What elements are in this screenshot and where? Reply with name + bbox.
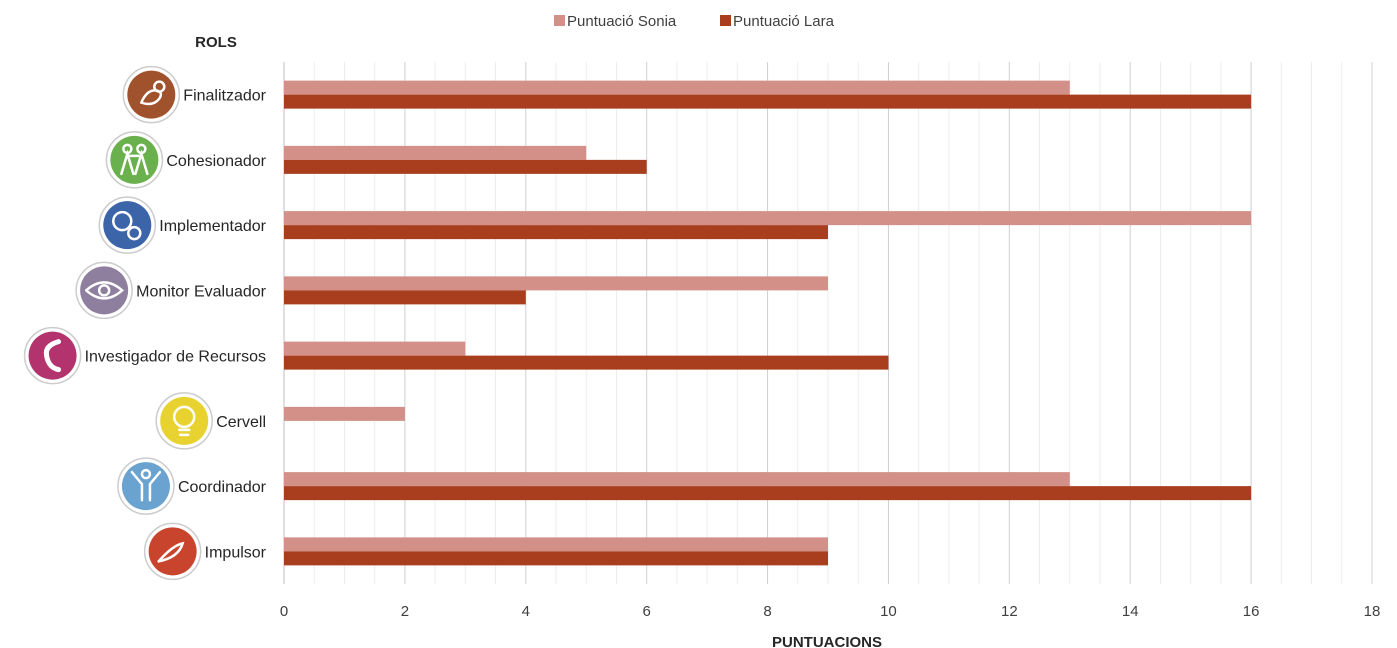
category-icons <box>23 65 213 581</box>
x-tick-label: 8 <box>763 603 771 620</box>
bar-lara <box>284 290 526 305</box>
y-axis-title: ROLS <box>195 34 237 51</box>
category-label: Finalitzador <box>183 88 266 105</box>
gears-icon <box>98 196 157 254</box>
x-tick-label: 6 <box>642 603 650 620</box>
bar-lara <box>284 225 828 240</box>
bar-sonia <box>284 341 466 356</box>
bar-sonia <box>284 276 828 291</box>
x-tick-labels: 0 2 4 6 8 10 12 14 16 18 <box>280 603 1381 620</box>
bar-lara <box>284 94 1252 109</box>
bar-lara <box>284 551 828 566</box>
finisher-hand-icon <box>122 65 181 124</box>
bar-lara <box>284 486 1252 501</box>
bar-sonia <box>284 145 587 160</box>
phone-icon <box>23 326 82 385</box>
grid-lines <box>283 62 1373 584</box>
category-label: Cohesionador <box>166 153 266 170</box>
legend-label: Puntuació Lara <box>733 13 835 30</box>
bar-sonia <box>284 472 1070 487</box>
eye-icon <box>75 261 133 320</box>
x-tick-label: 10 <box>880 603 897 620</box>
legend: Puntuació Sonia Puntuació Lara <box>554 13 835 30</box>
team-people-icon <box>105 131 164 189</box>
category-label: Coordinador <box>178 479 267 496</box>
legend-label: Puntuació Sonia <box>567 13 677 30</box>
category-label: Implementador <box>159 218 266 235</box>
whip-icon <box>143 522 202 581</box>
legend-swatch <box>720 15 731 26</box>
x-tick-label: 14 <box>1122 603 1139 620</box>
category-label: Monitor Evaluador <box>136 283 267 300</box>
category-label: Impulsor <box>205 544 267 561</box>
x-tick-label: 0 <box>280 603 288 620</box>
bar-sonia <box>284 537 828 552</box>
bar-sonia <box>284 80 1070 95</box>
person-arms-up-icon <box>117 457 175 515</box>
bars-group <box>284 80 1252 566</box>
x-tick-label: 16 <box>1243 603 1260 620</box>
lightbulb-icon <box>155 392 213 450</box>
legend-swatch <box>554 15 565 26</box>
x-tick-label: 12 <box>1001 603 1018 620</box>
category-label: Cervell <box>216 414 266 431</box>
bar-lara <box>284 159 647 174</box>
bar-sonia <box>284 406 405 421</box>
legend-item-sonia: Puntuació Sonia <box>554 13 677 30</box>
legend-item-lara: Puntuació Lara <box>720 13 835 30</box>
bar-sonia <box>284 211 1252 226</box>
x-tick-label: 2 <box>401 603 409 620</box>
category-label: Investigador de Recursos <box>85 349 266 366</box>
x-tick-label: 4 <box>522 603 530 620</box>
x-axis-title: PUNTUACIONS <box>772 634 882 648</box>
bar-lara <box>284 355 889 370</box>
x-tick-label: 18 <box>1364 603 1381 620</box>
category-labels: Finalitzador Cohesionador Implementador Mon… <box>85 88 267 562</box>
